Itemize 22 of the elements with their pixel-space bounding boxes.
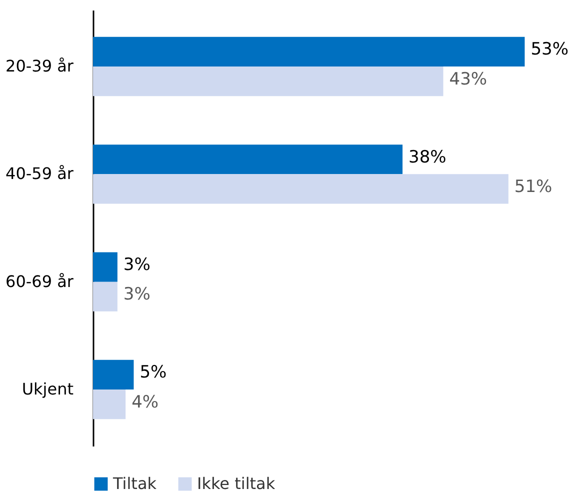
bar (93, 360, 134, 390)
bar (93, 252, 118, 282)
data-label: 3% (123, 284, 150, 305)
y-tick-label: 40-59 år (6, 164, 74, 184)
legend-label: Tiltak (112, 474, 158, 493)
bar (93, 36, 525, 67)
data-label: 5% (140, 362, 167, 383)
data-label: 43% (449, 69, 488, 90)
data-label: 38% (408, 147, 446, 168)
bar (93, 389, 126, 420)
data-label: 53% (530, 40, 569, 60)
data-label: 51% (514, 176, 552, 197)
data-label: 3% (123, 255, 150, 276)
bar (93, 282, 118, 312)
data-label: 4% (132, 392, 159, 412)
y-tick-label: 60-69 år (6, 272, 74, 291)
bar (93, 144, 403, 174)
bar (93, 174, 508, 204)
bar (93, 66, 444, 96)
y-tick-label: 20-39 år (6, 56, 74, 76)
y-tick-label: Ukjent (22, 379, 74, 398)
legend-label: Ikke tiltak (197, 474, 276, 493)
